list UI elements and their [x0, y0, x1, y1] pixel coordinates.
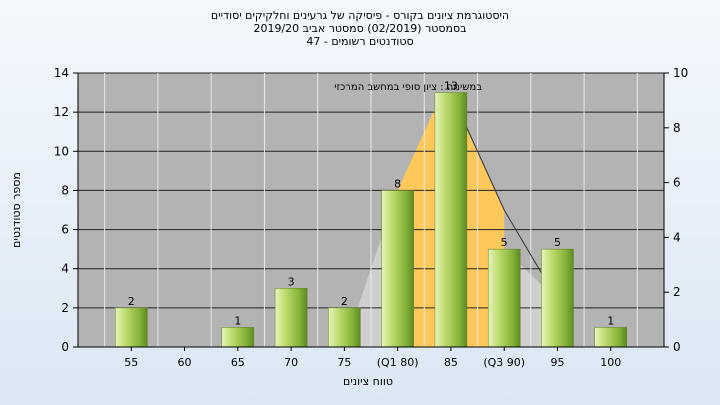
trend-line	[450, 92, 558, 301]
y2-tick-label: 10	[673, 66, 688, 80]
chart-annotation: במשימה : ציון סופי במחשב המרכזי	[334, 82, 482, 93]
bar-value-label: 2	[128, 295, 135, 308]
x-tick-label: (Q1 80)	[377, 356, 419, 369]
y2-tick-label: 0	[673, 340, 681, 354]
bar-55	[115, 307, 148, 348]
x-tick-label: (Q3 90)	[483, 356, 525, 369]
bar-65	[221, 327, 255, 348]
bar-value-label: 2	[341, 295, 348, 308]
bar-70	[274, 288, 308, 348]
y2-tick-label: 8	[673, 121, 681, 135]
bar-value-label: 5	[501, 236, 508, 249]
bar-75	[328, 307, 361, 348]
bar-value-label: 5	[554, 236, 561, 249]
y2-tick-label: 2	[673, 285, 681, 299]
y2-tick-label: 6	[673, 176, 681, 190]
title-line-2: בסמסטר (02/2019) סמסטר אביב 2019/20	[253, 22, 467, 35]
y-tick-label: 6	[61, 223, 69, 237]
title-line-3: סטודנטים רשומים - 47	[306, 35, 414, 48]
x-tick-label: 85	[444, 356, 458, 369]
chart-title: היסטוגרמת ציונים בקורס - פיסיקה של גרעינ…	[0, 9, 720, 48]
bar-value-label: 13	[444, 80, 458, 93]
y-tick-label: 10	[54, 144, 69, 158]
x-tick-label: 65	[231, 356, 245, 369]
y-tick-label: 14	[54, 66, 69, 80]
x-tick-label: 100	[600, 356, 621, 369]
x-tick-label: 60	[178, 356, 192, 369]
y-tick-label: 8	[61, 183, 69, 197]
y-tick-label: 2	[61, 301, 69, 315]
y-tick-label: 12	[54, 105, 69, 119]
x-tick-label: 75	[337, 356, 351, 369]
bar-value-label: 3	[288, 275, 295, 288]
x-tick-label: 95	[550, 356, 564, 369]
bar-85	[434, 92, 468, 348]
x-tick-label: 70	[284, 356, 298, 369]
bar-95	[541, 248, 574, 348]
bar-value-label: 1	[607, 314, 614, 327]
x-tick-label: 55	[124, 356, 138, 369]
y-axis-title: מספר סטודנטים	[10, 172, 23, 248]
bar-Q180	[381, 190, 414, 348]
bar-Q390	[487, 248, 521, 348]
title-line-1: היסטוגרמת ציונים בקורס - פיסיקה של גרעינ…	[210, 9, 510, 22]
x-axis-title: טווח ציונים	[343, 375, 393, 388]
bar-value-label: 1	[234, 314, 241, 327]
y-tick-label: 0	[61, 340, 69, 354]
bar-value-label: 8	[394, 177, 401, 190]
y-tick-label: 4	[61, 262, 69, 276]
bar-100	[594, 327, 627, 348]
y2-tick-label: 4	[673, 230, 681, 244]
